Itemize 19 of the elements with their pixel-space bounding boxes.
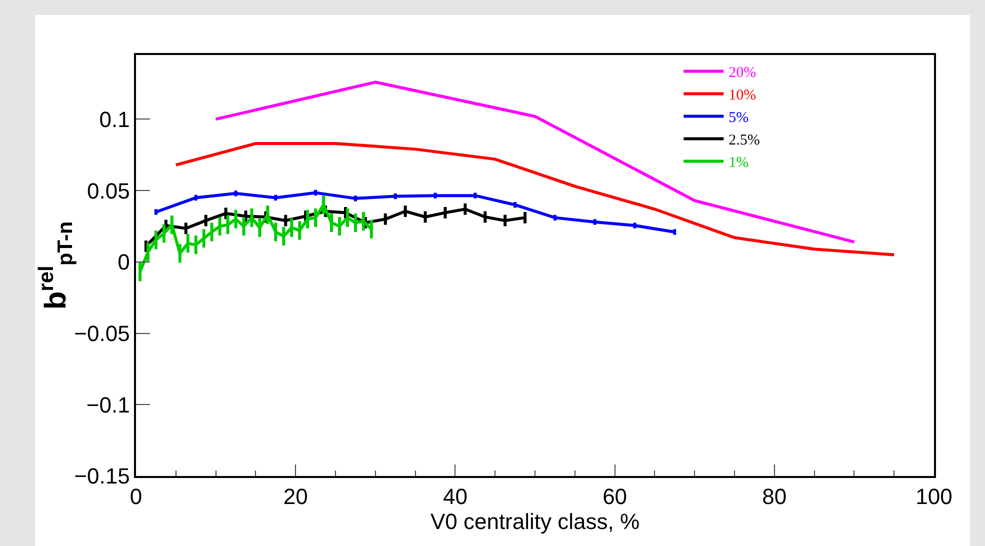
x-tick-label: 100 (916, 484, 952, 510)
legend-label: 1% (728, 155, 749, 172)
x-axis-title: V0 centrality class, % (430, 509, 640, 534)
y-tick-label: −0.1 (86, 392, 130, 418)
legend-label: 2.5% (728, 132, 760, 149)
line-series (154, 191, 676, 234)
x-tick-label: 80 (762, 484, 787, 510)
line-series (214, 80, 856, 244)
y-tick-label: 0 (118, 250, 130, 275)
legend-label: 20% (728, 65, 756, 82)
legend-label: 10% (728, 88, 756, 104)
x-tick-label: 20 (283, 484, 308, 510)
legend-label: 5% (728, 110, 749, 126)
y-tick-label: −0.15 (74, 464, 130, 489)
x-tick-label: 60 (602, 484, 628, 510)
y-tick-label: 0.1 (99, 106, 130, 132)
y-tick-label: 0.05 (87, 178, 130, 204)
y-tick-label: −0.05 (74, 320, 130, 346)
x-tick-label: 40 (442, 484, 468, 510)
